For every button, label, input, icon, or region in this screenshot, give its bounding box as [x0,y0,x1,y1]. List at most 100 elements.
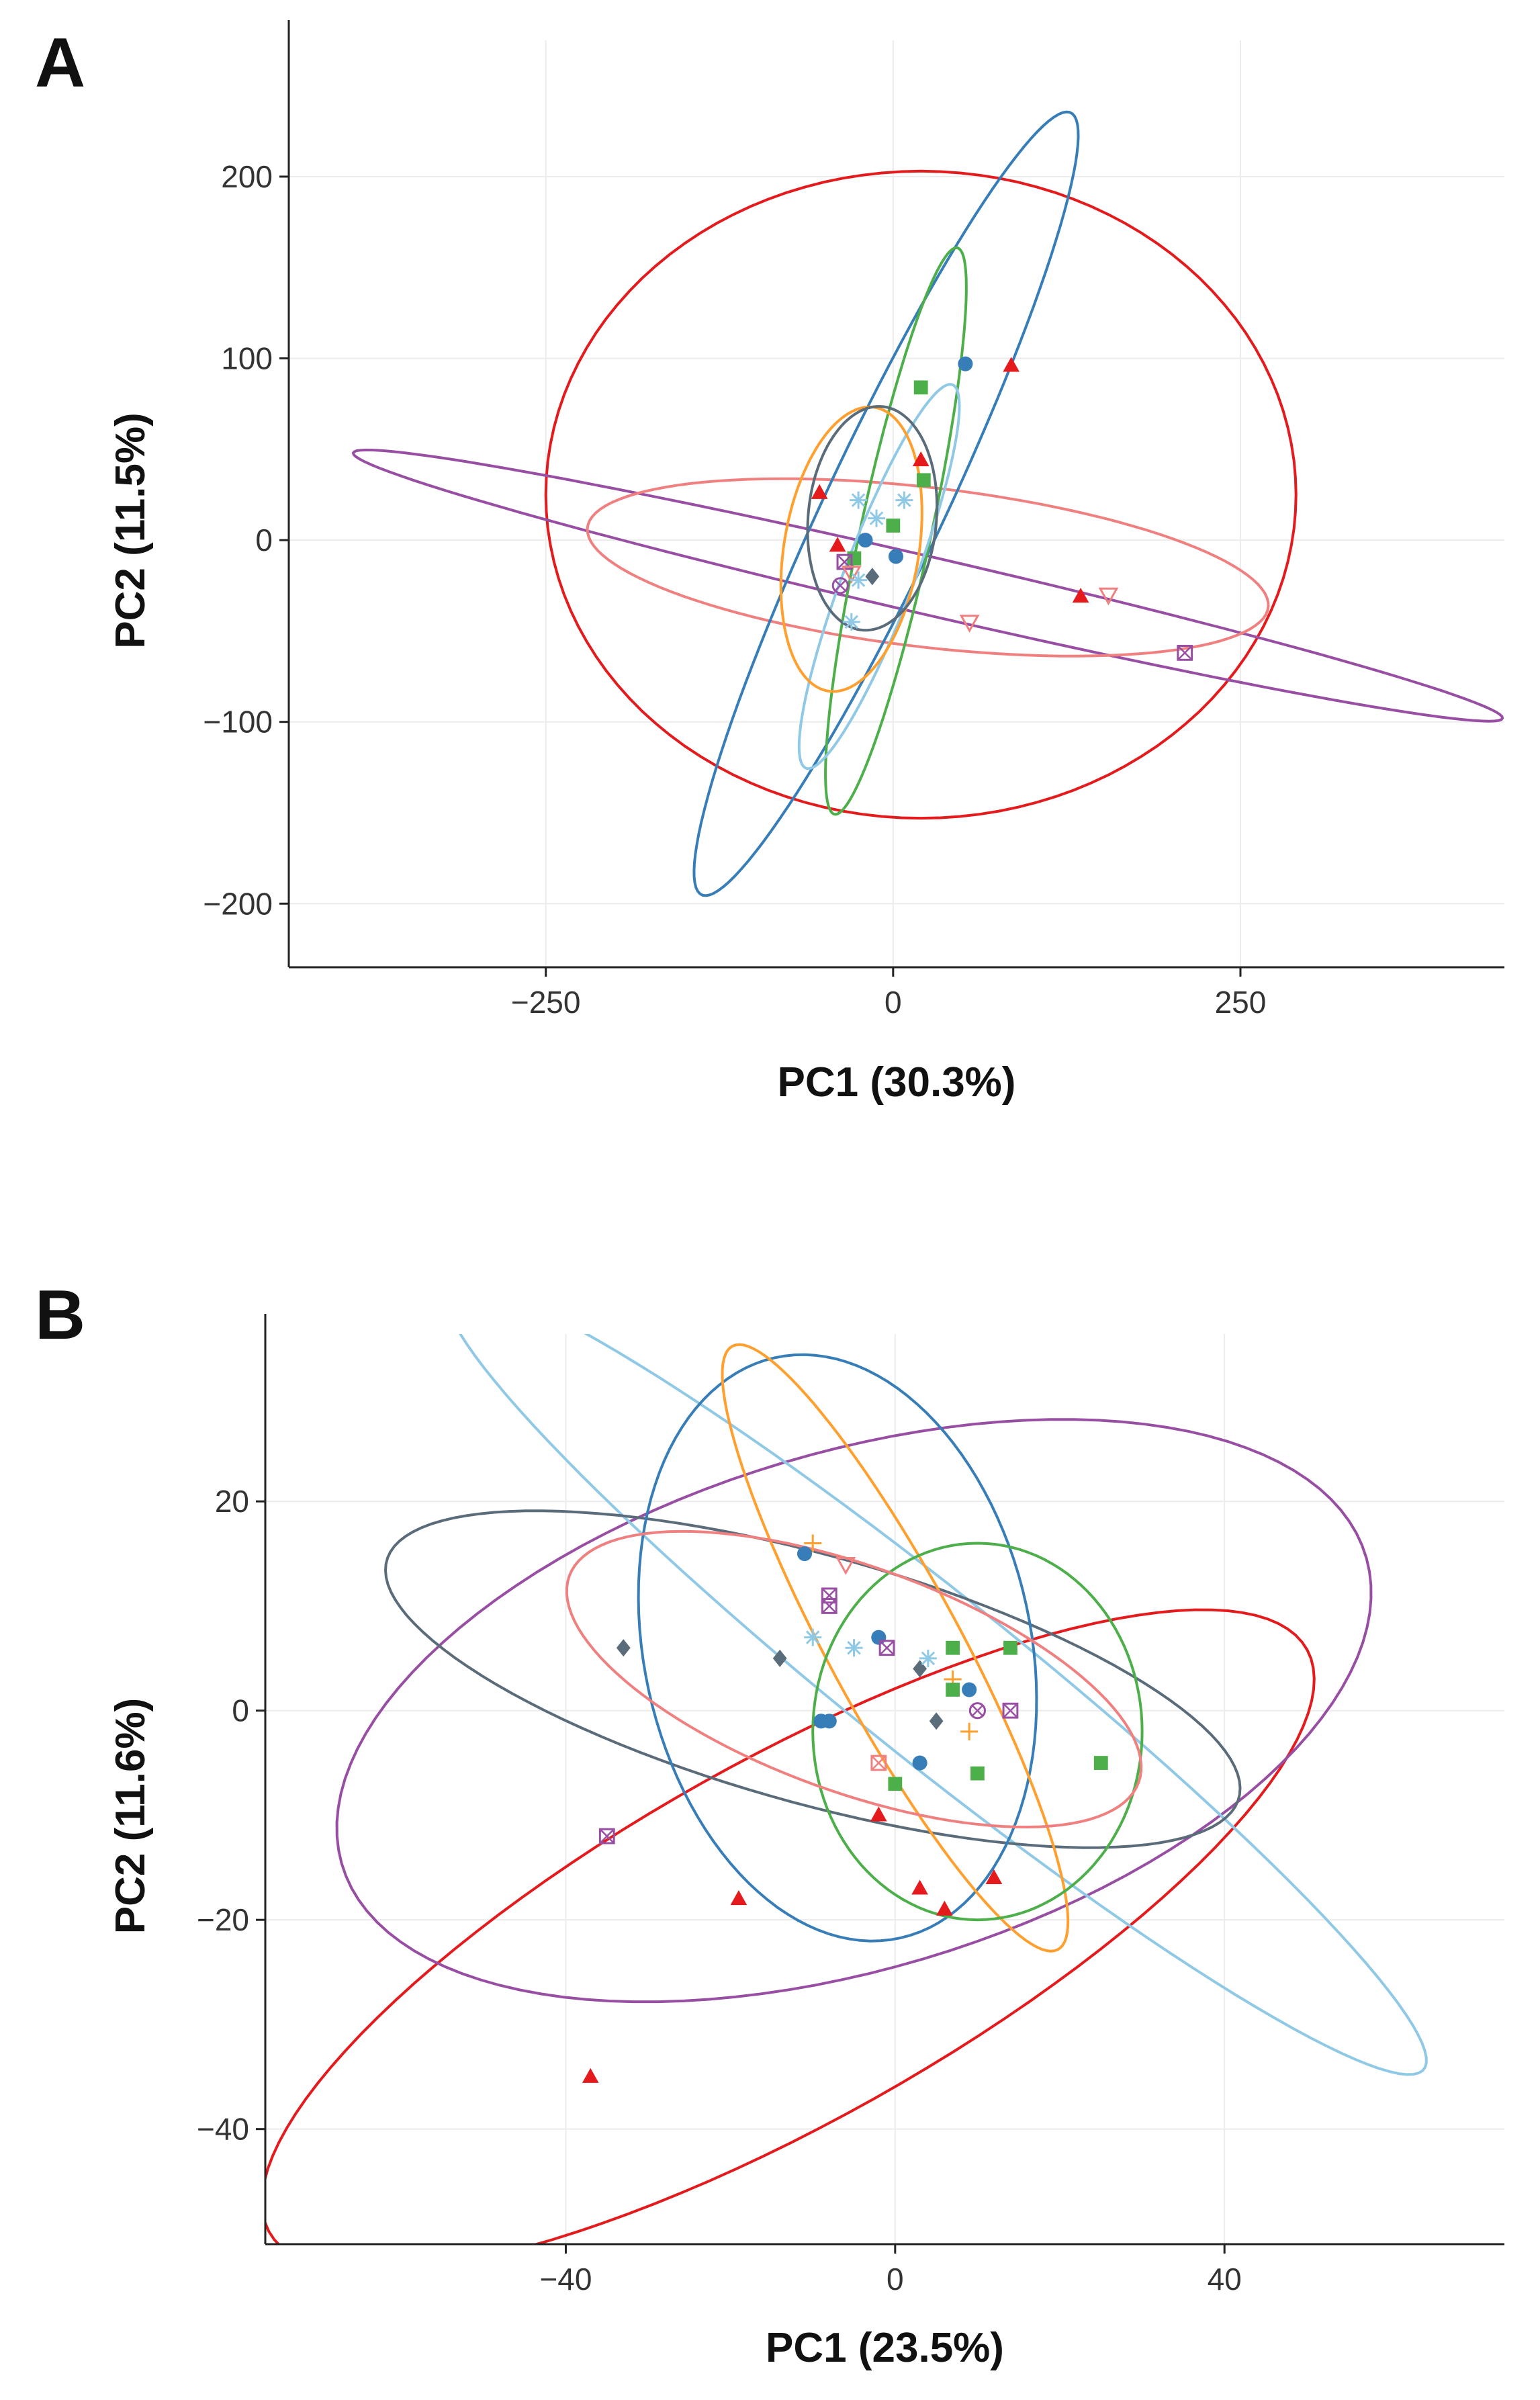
plot-a-xtick-label-0: −250 [511,985,581,1020]
plot-b-ellipse-4 [637,1353,1038,1943]
plot-b-point-13 [835,1557,856,1575]
plot-a-point-4 [916,473,931,488]
plot-b-point-33 [970,1766,985,1781]
plot-a-xtick-label-2: 250 [1215,985,1267,1020]
plot-b-point-22 [1003,1640,1017,1655]
plot-b-point-2 [870,1806,887,1822]
plot-a-point-20 [1072,588,1089,603]
plot-b-point-16 [804,1628,822,1646]
plot-b-point-28 [960,1722,979,1740]
plot-a-ellipse-6 [779,405,923,693]
plot-b-point-8 [772,1649,787,1667]
plot-a-point-12 [888,549,904,564]
plot-b-grid [265,1334,1504,2244]
plot-b-point-31 [870,1754,887,1771]
plot-b-xtick-label-2: 40 [1208,2262,1242,2297]
plot-b-ytick-label-0: −40 [197,2112,249,2147]
plot-b-ytick-label-3: 20 [215,1484,249,1519]
plot-b-point-3 [911,1879,928,1895]
plot-a-ellipse-5 [797,383,961,770]
plot-b-ellipse-5 [721,1343,1070,1953]
plot-a-point-15 [841,566,862,584]
plot-a-point-11 [829,537,846,552]
plot-b-point-0 [582,2068,599,2083]
plot-a-ellipses [351,110,1504,897]
plot-b-ellipse-3 [383,1509,1242,1849]
plot-b-point-15 [821,1598,837,1614]
plot-a-point-2 [913,380,928,395]
plot-a-grid [289,40,1504,967]
plot-a-point-1 [1003,357,1020,372]
plot-b-y-title: PC2 (11.6%) [107,1698,154,1935]
plot-a-xtick-label-1: 0 [885,985,902,1020]
plot-b-point-34 [888,1777,903,1791]
plot-b-point-32 [912,1755,927,1771]
plot-a-point-8 [868,509,886,527]
plot-b-ellipses [265,1334,1428,2244]
plot-a-x-title: PC1 (30.3%) [778,1059,1016,1106]
plot-b-point-1 [730,1890,748,1906]
plot-b-ytick-label-1: −20 [197,1902,249,1937]
plot-a-point-5 [811,484,828,499]
plot-b-point-26 [968,1702,986,1720]
plot-b-ellipse-7 [565,1529,1143,1829]
panel-b-letter: B [35,1276,86,1354]
plot-a-point-18 [865,568,880,586]
plot-a-point-21 [1098,587,1119,606]
plot-b-point-7 [616,1639,631,1657]
plot-b-xtick-label-0: −40 [539,2262,592,2297]
pca-plot-a: −250 0 250 −200 −100 0 100 200 PC1 (30.3%) PC2 (1… [107,20,1504,1106]
plot-a-y-title: PC2 (11.5%) [107,412,154,649]
plot-b-x-title: PC1 (23.5%) [766,2325,1004,2371]
plot-a-point-22 [959,615,980,633]
plot-a-ytick-label-2: 0 [255,523,273,558]
plot-b-ellipse-1 [335,1418,1373,2004]
plot-b-point-4 [936,1900,953,1916]
plot-b-ellipse-6 [811,1542,1144,1922]
plot-a-ellipse-7 [806,405,939,632]
plot-a-point-10 [858,533,873,548]
plot-a-point-13 [847,551,862,566]
plot-b-point-17 [845,1639,863,1657]
plot-b-point-35 [1093,1756,1108,1770]
plot-a-ellipse-1 [351,448,1504,723]
panel-a: A −250 0 250 −200 −100 0 100 200 PC1 (30.3%) PC2 … [0,0,1540,1142]
plot-b-points [582,1534,1108,2083]
plot-b-point-21 [946,1640,960,1655]
plot-a-point-7 [895,491,913,509]
plot-a-point-0 [958,356,973,371]
plot-b-point-25 [962,1682,977,1697]
plot-b-point-6 [598,1828,615,1845]
plot-a-ytick-label-4: 200 [221,159,273,194]
plot-a-points [811,356,1193,661]
plot-b-point-20 [919,1649,937,1667]
plot-a-point-23 [1177,644,1193,661]
plot-a-ellipse-0 [544,169,1298,820]
plot-a-point-17 [831,577,849,594]
plot-b-ellipse-0 [265,1608,1316,2244]
plot-a-ellipse-2 [586,477,1270,658]
plot-b-point-12 [804,1534,822,1552]
plot-a-point-19 [842,613,860,631]
plot-b-point-30 [821,1714,837,1729]
plot-a-point-16 [850,571,868,589]
plot-a-point-6 [850,491,868,509]
plot-b-point-19 [878,1640,895,1656]
plot-b-xtick-label-1: 0 [887,2262,904,2297]
plot-b-ytick-label-2: 0 [232,1693,249,1728]
plot-a-ellipse-4 [824,246,968,816]
plot-b-point-27 [1002,1702,1019,1719]
pca-plot-b: −40 0 40 −40 −20 0 20 PC1 (23.5%) PC2 (11.6%) [107,1314,1504,2371]
plot-a-ytick-label-0: −200 [203,886,273,921]
panel-b: B −40 0 40 −40 −20 0 20 PC1 (23.5%) PC2 (11.6%) [0,1200,1540,2400]
plot-a-ytick-label-3: 100 [221,341,273,376]
plot-b-point-5 [985,1869,1003,1884]
plot-a-ellipse-3 [692,110,1080,897]
plot-b-point-10 [929,1712,944,1730]
plot-a-point-9 [886,519,901,533]
plot-b-point-24 [946,1683,960,1697]
plot-b-point-11 [797,1546,813,1562]
plot-a-point-3 [912,451,930,467]
plot-b-point-18 [871,1630,887,1645]
plot-b-ellipse-2 [459,1334,1428,2076]
